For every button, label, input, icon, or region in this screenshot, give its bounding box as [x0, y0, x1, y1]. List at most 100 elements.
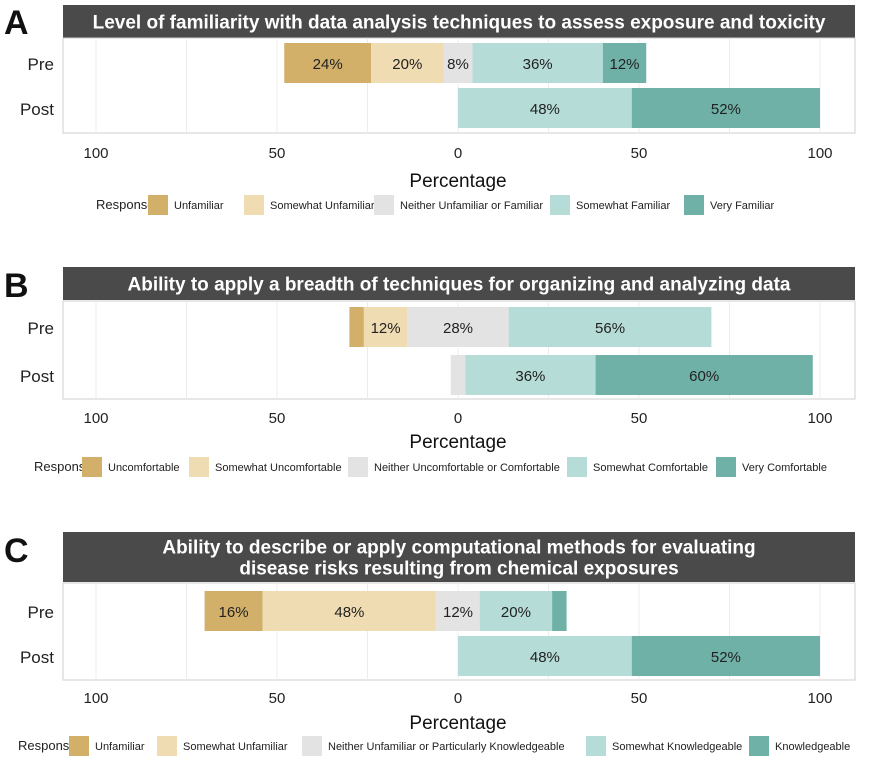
x-axis-label: Percentage	[409, 713, 506, 734]
panel-title: Ability to apply a breadth of techniques…	[128, 275, 791, 296]
legend-swatch	[244, 195, 264, 215]
x-axis-label: Percentage	[409, 171, 506, 192]
legend-item: Somewhat Uncomfortable	[215, 462, 342, 474]
bar-segment	[479, 591, 553, 631]
chart-panel-c: C Ability to describe or apply computatio…	[4, 532, 856, 756]
legend-item: Neither Uncomfortable or Comfortable	[374, 462, 560, 474]
category-label: Pre	[28, 55, 54, 74]
panel-title-bar	[63, 532, 855, 582]
panel-title: disease risks resulting from chemical ex…	[239, 559, 678, 580]
bar-segment	[552, 591, 567, 631]
data-label: 36%	[515, 368, 545, 385]
bar-segment	[602, 43, 647, 83]
bar-segment	[631, 636, 820, 676]
panel-title-bar	[63, 267, 855, 300]
bar-segment	[407, 307, 509, 347]
bar-segment	[349, 307, 364, 347]
legend-swatch	[749, 736, 769, 756]
legend-item: Knowledgeable	[775, 741, 850, 753]
legend-swatch	[716, 457, 736, 477]
legend-swatch	[374, 195, 394, 215]
x-tick-label: 0	[454, 145, 462, 162]
panel-title-bar	[63, 5, 855, 38]
legend-swatch	[69, 736, 89, 756]
data-label: 36%	[523, 56, 553, 73]
x-tick-label: 100	[83, 690, 108, 707]
legend-swatch	[157, 736, 177, 756]
legend-item: Unfamiliar	[174, 200, 224, 212]
data-label: 12%	[610, 56, 640, 73]
legend-swatch	[550, 195, 570, 215]
legend-item: Somewhat Knowledgeable	[612, 741, 742, 753]
x-axis-label: Percentage	[409, 432, 506, 453]
category-label: Pre	[28, 603, 54, 622]
bar-segment	[458, 636, 632, 676]
legend-item: Uncomfortable	[108, 462, 180, 474]
data-label: 8%	[447, 56, 469, 73]
data-label: 56%	[595, 320, 625, 337]
bar-segment	[472, 43, 603, 83]
x-tick-label: 100	[807, 690, 832, 707]
data-label: 52%	[711, 101, 741, 118]
category-label: Post	[20, 100, 54, 119]
legend-title: Response:	[18, 738, 80, 753]
data-label: 12%	[443, 604, 473, 621]
data-label: 60%	[689, 368, 719, 385]
x-tick-label: 50	[631, 690, 648, 707]
legend-item: Somewhat Unfamiliar	[270, 200, 375, 212]
bar-segment	[443, 43, 473, 83]
bar-segment	[631, 88, 820, 128]
bar-segment	[458, 88, 632, 128]
bar-segment	[450, 355, 466, 395]
legend-title: Response:	[34, 459, 96, 474]
legend-swatch	[148, 195, 168, 215]
legend-item: Somewhat Familiar	[576, 200, 670, 212]
data-label: 48%	[530, 649, 560, 666]
legend-swatch	[82, 457, 102, 477]
legend-title: Response:	[96, 197, 158, 212]
x-tick-label: 0	[454, 690, 462, 707]
legend-item: Somewhat Unfamiliar	[183, 741, 288, 753]
data-label: 48%	[334, 604, 364, 621]
x-tick-label: 50	[269, 145, 286, 162]
bar-segment	[204, 591, 263, 631]
bar-segment	[284, 43, 372, 83]
panel-title: Level of familiarity with data analysis …	[93, 13, 826, 34]
legend-item: Somewhat Comfortable	[593, 462, 708, 474]
panel-letter: C	[4, 532, 29, 570]
bar-segment	[363, 307, 408, 347]
x-tick-label: 100	[807, 410, 832, 427]
legend-swatch	[189, 457, 209, 477]
bar-segment	[465, 355, 596, 395]
bar-segment	[508, 307, 712, 347]
legend-swatch	[348, 457, 368, 477]
legend-swatch	[684, 195, 704, 215]
x-tick-label: 50	[269, 690, 286, 707]
panel-letter: B	[4, 267, 29, 305]
legend-item: Neither Unfamiliar or Familiar	[400, 200, 543, 212]
legend-item: Very Familiar	[710, 200, 775, 212]
bar-segment	[262, 591, 437, 631]
x-tick-label: 100	[83, 410, 108, 427]
chart-panel-a: A Level of familiarity with data analysis…	[4, 4, 856, 215]
x-tick-label: 50	[631, 145, 648, 162]
x-tick-label: 0	[454, 410, 462, 427]
data-label: 28%	[443, 320, 473, 337]
x-tick-label: 100	[83, 145, 108, 162]
data-label: 52%	[711, 649, 741, 666]
x-tick-label: 50	[631, 410, 648, 427]
legend-swatch	[567, 457, 587, 477]
category-label: Post	[20, 648, 54, 667]
bar-segment	[371, 43, 444, 83]
bar-segment	[436, 591, 480, 631]
panel-letter: A	[4, 4, 29, 42]
x-tick-label: 50	[269, 410, 286, 427]
bar-segment	[595, 355, 813, 395]
legend-item: Unfamiliar	[95, 741, 145, 753]
panel-title: Ability to describe or apply computation…	[162, 538, 755, 559]
data-label: 20%	[392, 56, 422, 73]
chart-panel-b: B Ability to apply a breadth of technique…	[4, 267, 856, 477]
x-tick-label: 100	[807, 145, 832, 162]
data-label: 12%	[371, 320, 401, 337]
